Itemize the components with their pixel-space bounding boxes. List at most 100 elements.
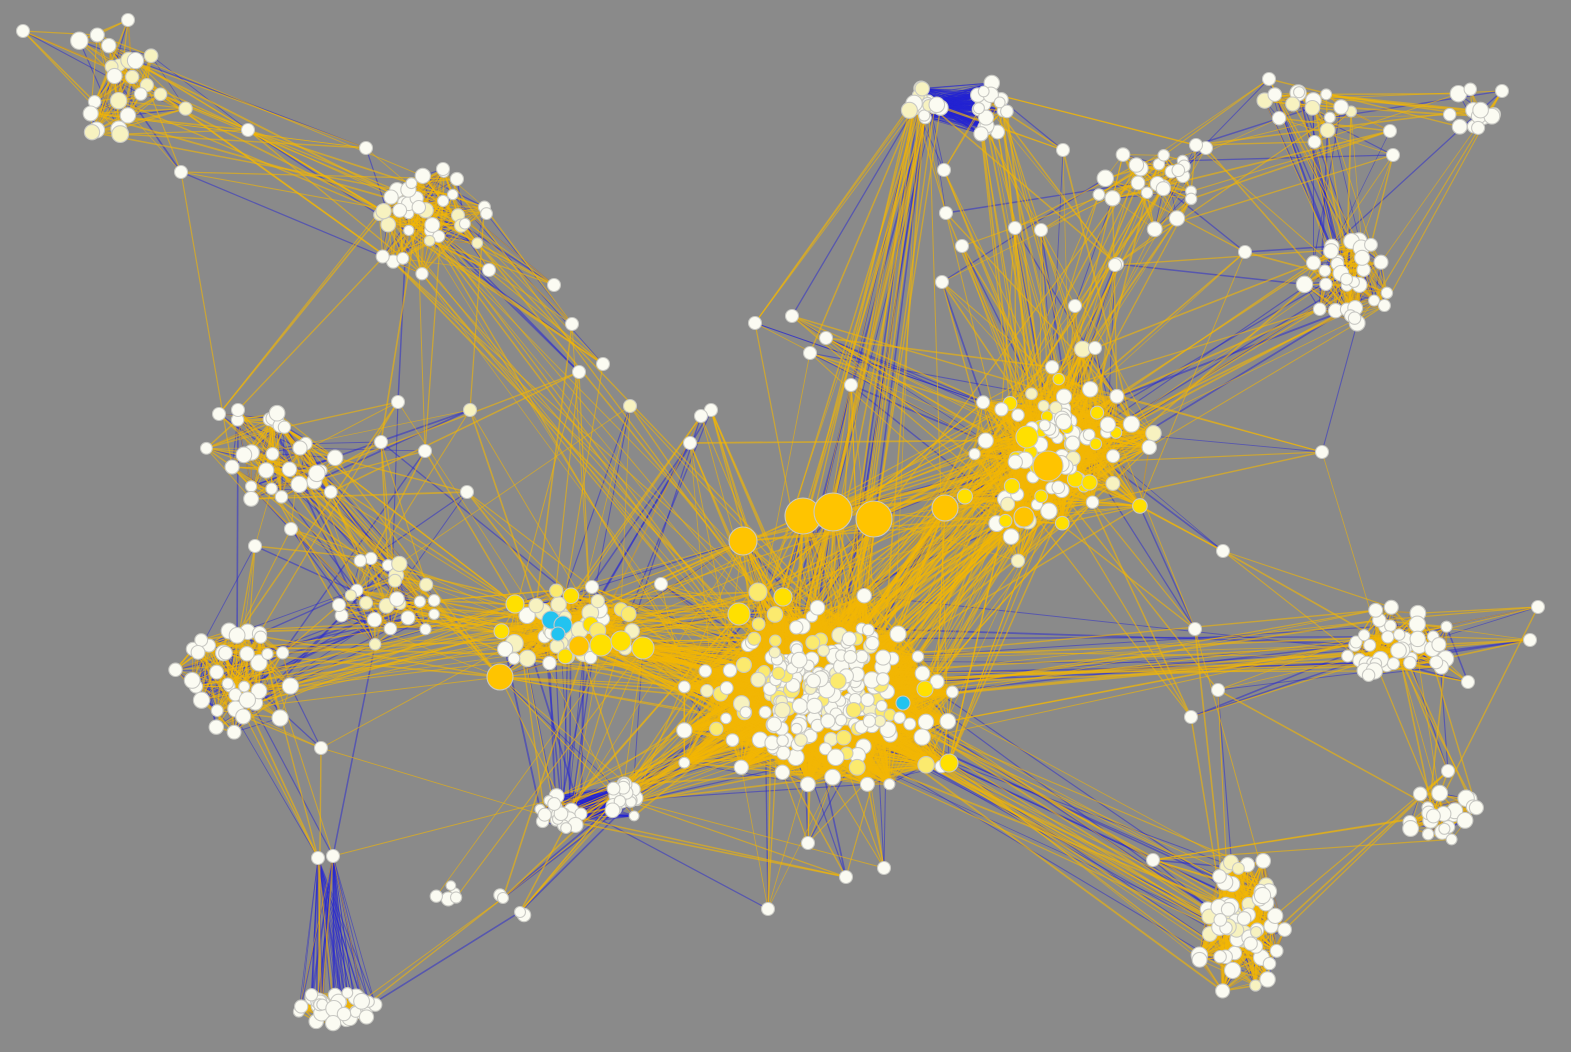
graph-node[interactable] [1412,786,1428,802]
graph-node[interactable] [998,513,1013,528]
graph-node[interactable] [243,490,260,507]
graph-node-hub[interactable] [631,636,655,660]
graph-node[interactable] [1099,416,1117,433]
graph-node[interactable] [1368,294,1381,307]
graph-node-peripheral[interactable] [283,521,299,537]
graph-node[interactable] [336,1006,352,1022]
graph-node[interactable] [1368,602,1384,618]
graph-node[interactable] [776,734,789,747]
graph-node[interactable] [750,671,767,688]
graph-node[interactable] [1155,181,1171,197]
graph-node[interactable] [1304,99,1321,116]
graph-node-peripheral[interactable] [325,848,341,864]
graph-node[interactable] [274,490,289,504]
graph-node[interactable] [192,691,211,709]
graph-node-peripheral[interactable] [390,394,406,410]
graph-node[interactable] [1011,408,1025,422]
graph-node[interactable] [493,623,510,640]
graph-node[interactable] [856,587,872,604]
graph-node[interactable] [324,1014,342,1032]
graph-node[interactable] [900,101,918,119]
graph-node[interactable] [304,988,319,1002]
graph-node[interactable] [1054,515,1070,531]
graph-node[interactable] [250,682,268,700]
graph-node-highlighted[interactable] [895,695,911,711]
graph-node[interactable] [1215,983,1231,999]
graph-node-highlighted[interactable] [550,626,566,642]
graph-node[interactable] [194,633,209,648]
graph-node[interactable] [1191,951,1208,968]
graph-node[interactable] [790,651,808,669]
graph-node[interactable] [178,101,193,116]
graph-node-peripheral[interactable] [843,377,859,393]
graph-node[interactable] [1037,399,1050,412]
graph-node[interactable] [183,671,201,689]
graph-node-peripheral[interactable] [1382,123,1398,139]
graph-node[interactable] [1408,615,1426,633]
graph-node[interactable] [977,109,995,126]
graph-node[interactable] [1003,478,1021,495]
graph-node[interactable] [341,987,354,999]
graph-node[interactable] [126,51,145,70]
graph-node-peripheral[interactable] [1067,298,1083,314]
graph-node[interactable] [1122,415,1141,433]
graph-node[interactable] [1305,255,1322,271]
graph-node[interactable] [436,194,450,208]
graph-node[interactable] [917,756,935,774]
graph-node[interactable] [841,631,857,647]
graph-node[interactable] [518,649,537,668]
graph-node[interactable] [1386,657,1401,671]
graph-node[interactable] [758,705,772,719]
graph-node[interactable] [824,768,842,786]
graph-node[interactable] [709,721,724,736]
graph-node-peripheral[interactable] [876,860,892,876]
graph-node[interactable] [125,69,140,85]
graph-node-hub[interactable] [813,492,853,532]
graph-node-peripheral[interactable] [1494,83,1510,99]
graph-node[interactable] [415,267,429,281]
graph-node[interactable] [806,697,823,715]
graph-node[interactable] [914,81,930,97]
graph-node[interactable] [190,644,206,660]
graph-node[interactable] [1010,553,1026,568]
graph-node[interactable] [1373,254,1389,270]
graph-node[interactable] [542,655,557,671]
graph-node[interactable] [722,663,738,678]
graph-node[interactable] [375,249,390,264]
graph-node[interactable] [1231,861,1245,875]
node-layer[interactable] [15,12,1546,1032]
graph-node[interactable] [725,733,740,747]
graph-node-peripheral[interactable] [247,538,263,554]
graph-node[interactable] [939,713,957,730]
graph-node-peripheral[interactable] [513,905,527,919]
graph-node[interactable] [1168,210,1186,227]
graph-node[interactable] [383,621,398,636]
graph-node-peripheral[interactable] [760,901,776,917]
graph-node[interactable] [1431,784,1449,802]
graph-node[interactable] [876,672,890,686]
graph-node[interactable] [1115,147,1131,162]
graph-node[interactable] [766,606,784,623]
graph-node[interactable] [133,87,148,101]
graph-node[interactable] [226,724,242,740]
graph-node[interactable] [82,105,99,122]
graph-node[interactable] [1109,388,1125,404]
graph-node[interactable] [143,48,159,64]
graph-node-hub[interactable] [1013,506,1035,528]
graph-node[interactable] [1025,387,1038,401]
graph-node[interactable] [977,432,994,449]
graph-node-hub[interactable] [727,602,751,626]
graph-node[interactable] [261,647,274,661]
graph-node[interactable] [528,597,544,614]
graph-node[interactable] [1034,489,1048,504]
graph-node[interactable] [396,251,410,265]
graph-node[interactable] [400,610,416,626]
graph-node[interactable] [1082,428,1096,442]
graph-node[interactable] [1085,495,1100,509]
graph-node[interactable] [1213,949,1227,964]
graph-node[interactable] [1081,474,1098,491]
graph-node[interactable] [1318,264,1332,278]
graph-node[interactable] [1212,869,1227,884]
graph-node[interactable] [794,733,808,747]
